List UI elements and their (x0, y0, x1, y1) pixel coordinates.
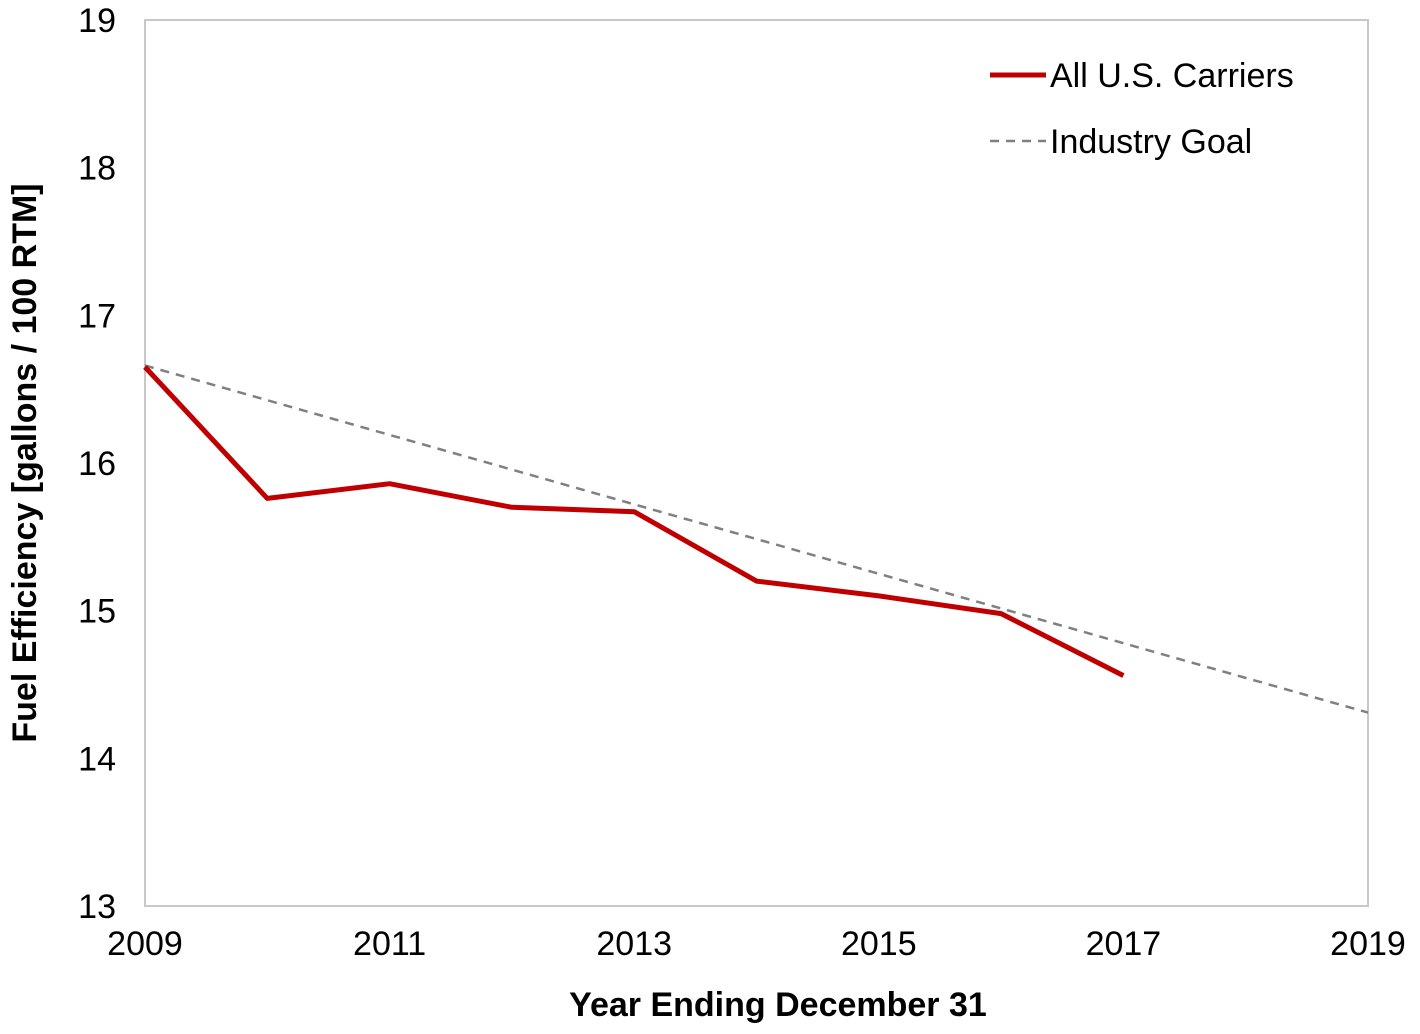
x-tick-label-2009: 2009 (107, 925, 183, 963)
y-axis-title: Fuel Efficiency [gallons / 100 RTM] (6, 183, 44, 742)
x-tick-label-2015: 2015 (841, 925, 917, 963)
series-layer (143, 364, 1369, 714)
x-axis-ticks: 2009 2011 2013 2015 2017 2019 (107, 925, 1406, 963)
y-axis-ticks: 13 14 15 16 17 18 19 (78, 2, 116, 926)
legend-label-industry-goal: Industry Goal (1050, 123, 1252, 161)
y-tick-label-16: 16 (78, 445, 116, 483)
y-tick-label-17: 17 (78, 297, 116, 335)
legend-label-all-us-carriers: All U.S. Carriers (1050, 57, 1294, 95)
y-tick-label-19: 19 (78, 2, 116, 40)
x-axis-title: Year Ending December 31 (569, 986, 987, 1024)
y-tick-label-14: 14 (78, 740, 116, 778)
y-tick-label-18: 18 (78, 150, 116, 188)
plot-area-frame (144, 19, 1369, 907)
legend: All U.S. Carriers Industry Goal (990, 57, 1294, 161)
series-line-all-u-s-carriers (143, 365, 1125, 678)
x-tick-label-2011: 2011 (353, 925, 426, 963)
x-tick-label-2013: 2013 (596, 925, 672, 963)
series-line-industry-goal (144, 364, 1369, 714)
x-tick-label-2017: 2017 (1086, 925, 1162, 963)
y-tick-label-15: 15 (78, 593, 116, 631)
y-tick-label-13: 13 (78, 888, 116, 926)
x-tick-label-2019: 2019 (1330, 925, 1406, 963)
